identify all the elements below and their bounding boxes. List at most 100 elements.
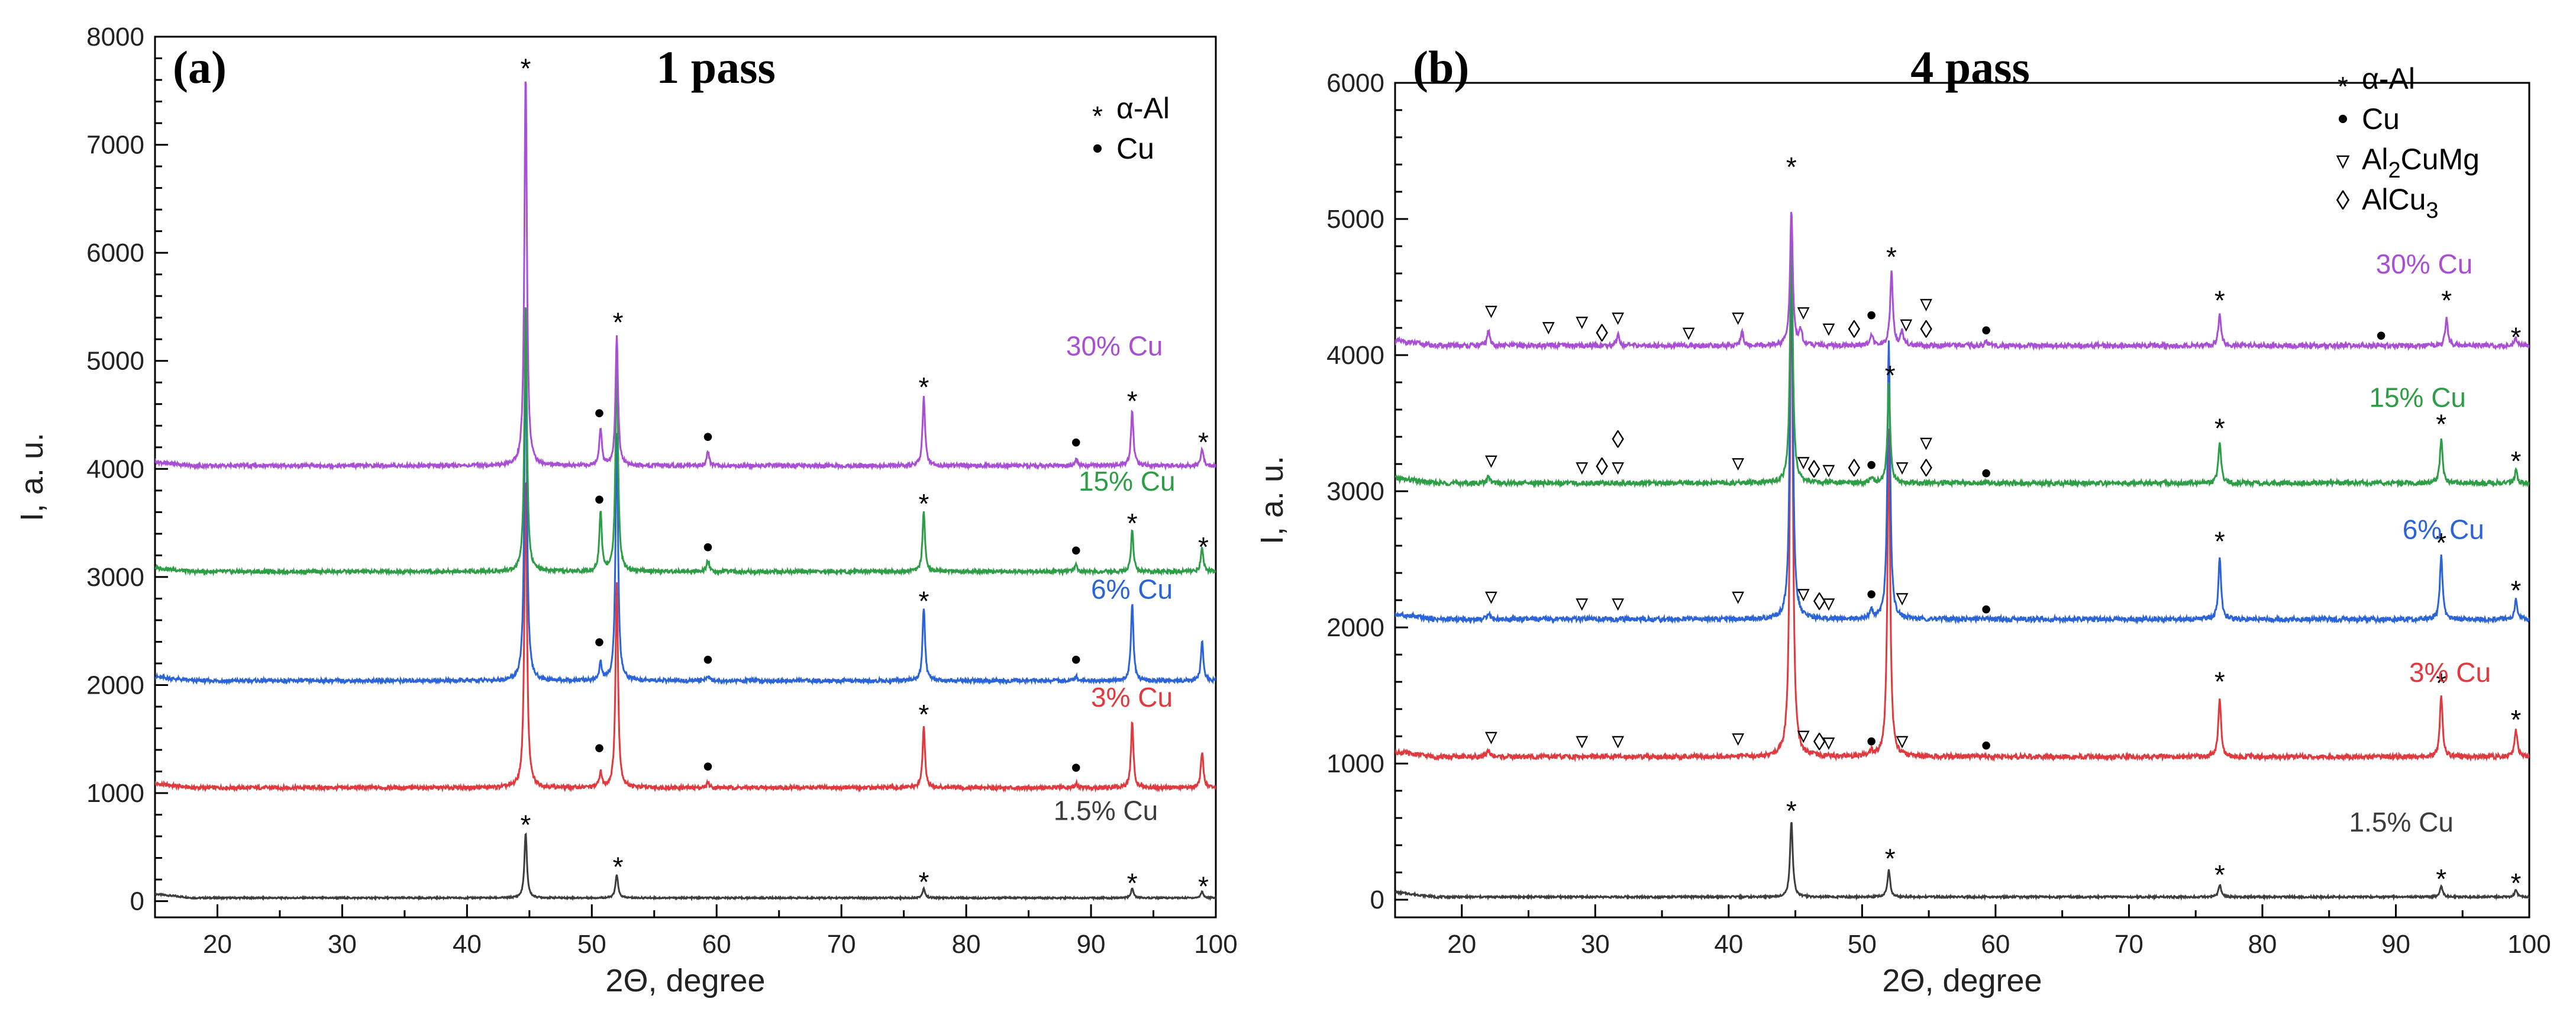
series-label: 1.5% Cu <box>1054 795 1158 826</box>
x-tick-label: 40 <box>453 930 482 959</box>
legend-symbol: * <box>2338 71 2348 102</box>
series-line-6Cu <box>1395 221 2529 625</box>
alpha-al-marker: * <box>1885 360 1896 391</box>
al2cumg-marker: ▿ <box>1797 447 1810 475</box>
cu-marker: • <box>1866 578 1877 611</box>
cu-marker: • <box>594 483 605 516</box>
legend-symbol: * <box>1092 101 1103 131</box>
alpha-al-marker: * <box>613 307 624 337</box>
plot-frame <box>1394 82 2530 919</box>
series-line-15Cu <box>155 307 1216 577</box>
al2cumg-marker: ▿ <box>1896 453 1908 481</box>
series-line-3Cu <box>155 481 1216 793</box>
alpha-al-marker: * <box>918 699 929 730</box>
y-tick-label: 5000 <box>1326 205 1384 234</box>
cu-marker: • <box>1981 729 1991 762</box>
cu-marker: • <box>1981 314 1991 347</box>
alcu3-marker: ◊ <box>1813 727 1826 755</box>
y-tick-label: 3000 <box>1326 477 1384 506</box>
al2cumg-marker: ▿ <box>1612 589 1624 617</box>
y-tick-label: 5000 <box>86 347 144 376</box>
al2cumg-marker: ▿ <box>1485 296 1497 324</box>
alpha-al-marker: * <box>1786 152 1797 182</box>
al2cumg-marker: ▿ <box>1822 589 1835 617</box>
alpha-al-marker: * <box>1127 508 1138 539</box>
al2cumg-marker: ▿ <box>1732 449 1744 476</box>
cu-marker: • <box>2376 319 2387 352</box>
al2cumg-marker: ▿ <box>1732 723 1744 751</box>
y-tick-label: 0 <box>1370 885 1384 914</box>
alcu3-marker: ◊ <box>1596 319 1608 347</box>
alpha-al-marker: * <box>1127 386 1138 417</box>
x-tick-label: 70 <box>827 930 856 959</box>
alpha-al-marker: * <box>1886 241 1897 272</box>
x-tick-label: 80 <box>2248 930 2277 959</box>
al2cumg-marker: ▿ <box>1920 289 1932 317</box>
x-tick-label: 90 <box>1077 930 1106 959</box>
panel-label: (b) <box>1413 41 1469 93</box>
al2cumg-marker: ▿ <box>1485 722 1497 750</box>
series-label: 15% Cu <box>1079 466 1176 497</box>
x-tick-label: 60 <box>1981 930 2010 959</box>
cu-marker: • <box>703 420 714 453</box>
alpha-al-marker: * <box>1198 871 1209 901</box>
series-label: 3% Cu <box>2409 657 2491 688</box>
y-tick-label: 6000 <box>86 239 144 268</box>
alpha-al-marker: * <box>2436 409 2446 440</box>
series-line-15Cu <box>1395 821 2529 901</box>
series-line-15Cu <box>155 832 1216 901</box>
series-line-15Cu <box>1395 229 2529 489</box>
al2cumg-marker: ▿ <box>1612 453 1624 481</box>
y-tick-label: 1000 <box>1326 749 1384 778</box>
alpha-al-marker: * <box>1198 427 1209 457</box>
alpha-al-marker: * <box>2215 285 2225 315</box>
legend-symbol: ◊ <box>2336 185 2350 215</box>
alpha-al-marker: * <box>2215 666 2225 697</box>
y-axis-label: I, a. u. <box>14 433 50 521</box>
y-tick-label: 1000 <box>86 779 144 808</box>
legend-symbol: ▿ <box>2336 144 2349 175</box>
alpha-al-marker: * <box>2510 704 2521 735</box>
al2cumg-marker: ▿ <box>1612 726 1624 754</box>
al2cumg-marker: ▿ <box>1683 318 1695 346</box>
chart-panel-b: 20 30 40 50 60 70 80 90 100010002000300040005000… <box>1254 41 2551 998</box>
x-tick-label: 100 <box>2507 930 2551 959</box>
cu-marker: • <box>1981 456 1991 489</box>
legend-label: Cu <box>1116 132 1154 165</box>
alpha-al-marker: * <box>2215 526 2225 557</box>
legend-label: α-Al <box>2362 62 2415 95</box>
alpha-al-marker: * <box>2510 322 2521 353</box>
chart-panel-a: 20 30 40 50 60 70 80 90 100010002000300040005000… <box>14 22 1238 998</box>
alpha-al-marker: * <box>2441 285 2452 315</box>
alpha-al-marker: * <box>613 852 624 882</box>
y-tick-label: 2000 <box>86 671 144 700</box>
x-tick-label: 60 <box>702 930 731 959</box>
legend-symbol: • <box>2338 102 2348 136</box>
cu-marker: • <box>1071 534 1082 567</box>
cu-marker: • <box>703 643 714 676</box>
x-tick-label: 30 <box>1581 930 1610 959</box>
alpha-al-marker: * <box>2215 859 2225 890</box>
x-tick-label: 20 <box>203 930 232 959</box>
al2cumg-marker: ▿ <box>1732 582 1744 610</box>
alpha-al-marker: * <box>1198 531 1209 562</box>
legend-symbol: • <box>1092 131 1103 166</box>
alpha-al-marker: * <box>1885 843 1896 874</box>
series-line-6Cu <box>155 341 1216 686</box>
panel-title: 4 pass <box>1910 41 2030 93</box>
cu-marker: • <box>594 626 605 659</box>
cu-marker: • <box>703 530 714 563</box>
al2cumg-marker: ▿ <box>1542 312 1555 340</box>
cu-marker: • <box>594 732 605 765</box>
alpha-al-marker: * <box>2510 868 2521 898</box>
al2cumg-marker: ▿ <box>1920 428 1932 456</box>
alcu3-marker: ◊ <box>1920 315 1932 343</box>
series-label: 30% Cu <box>2376 249 2473 279</box>
y-tick-label: 4000 <box>1326 341 1384 370</box>
x-tick-label: 100 <box>1194 930 1237 959</box>
cu-marker: • <box>1071 751 1082 784</box>
al2cumg-marker: ▿ <box>1576 453 1588 481</box>
series-line-30Cu <box>155 81 1216 471</box>
alpha-al-marker: * <box>918 488 929 519</box>
